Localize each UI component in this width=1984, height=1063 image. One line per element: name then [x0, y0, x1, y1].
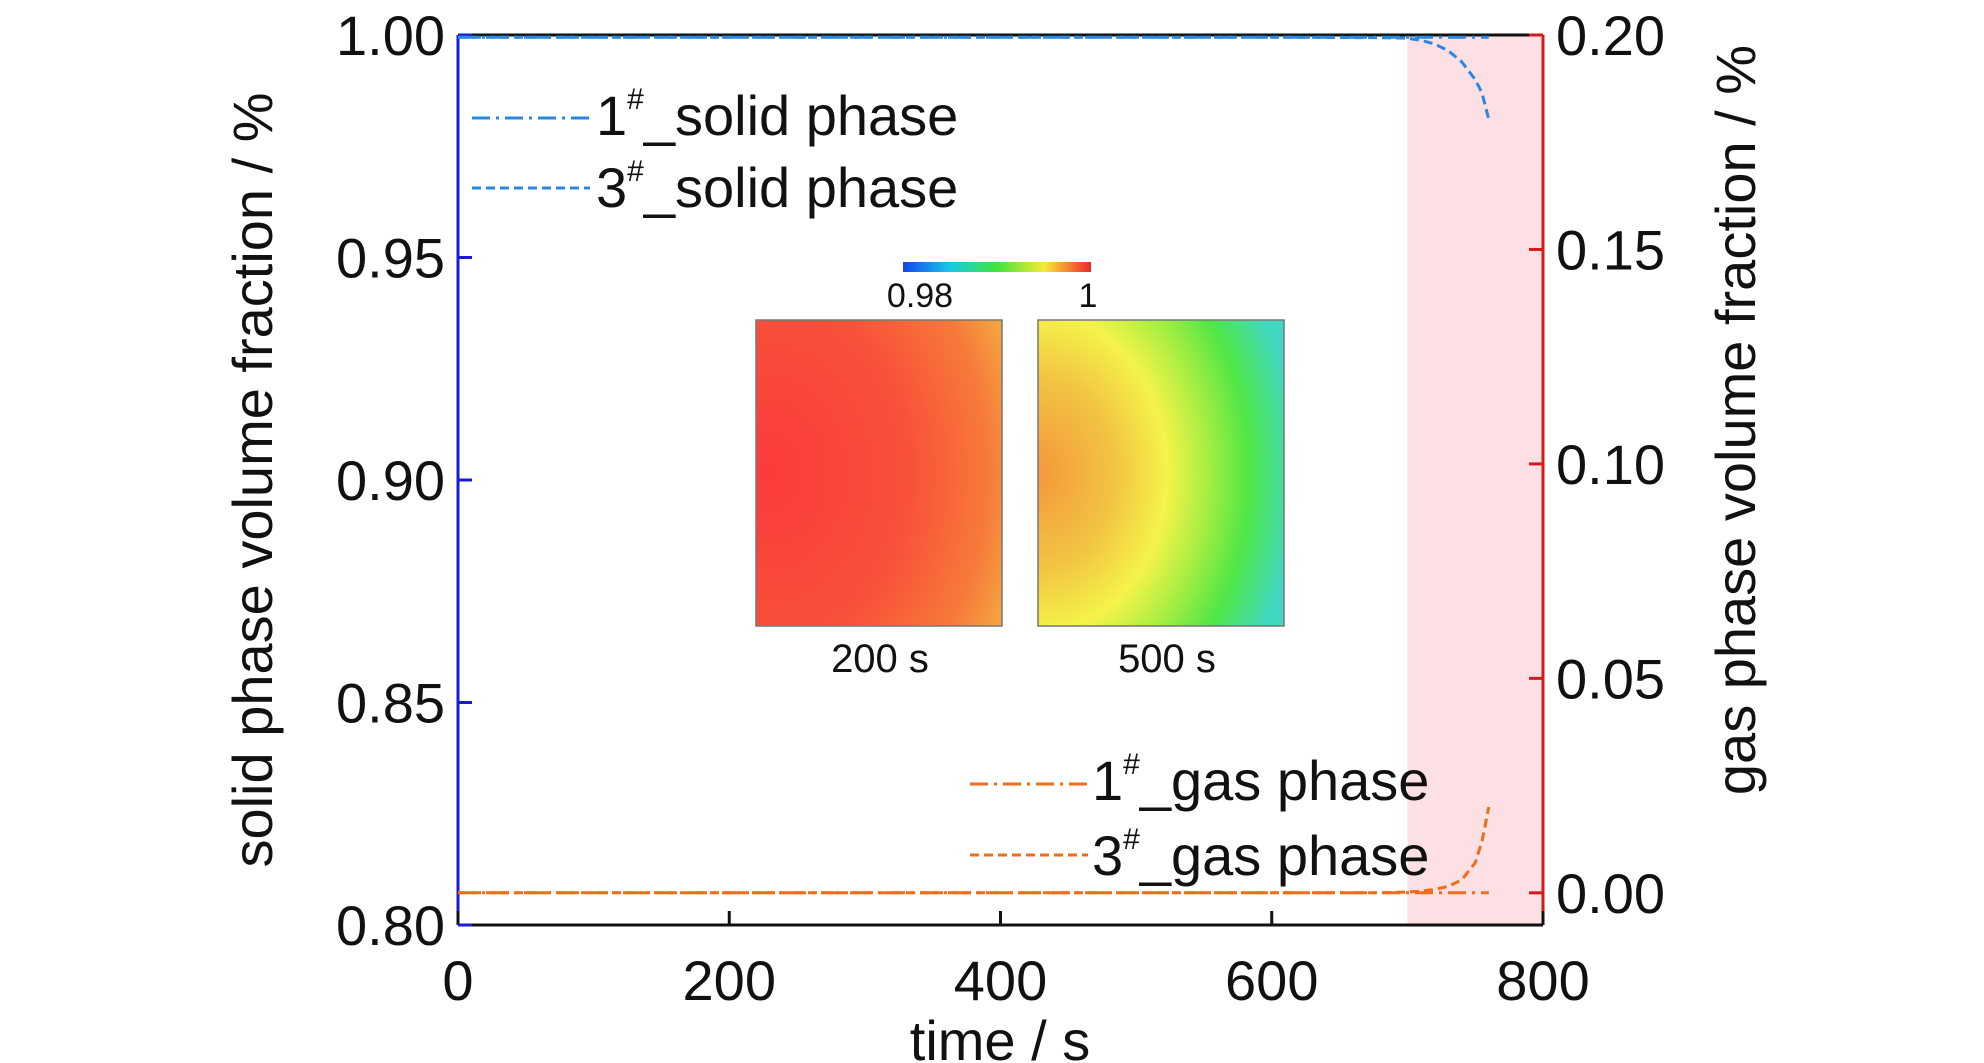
contour-panel-200s-label: 200 s — [831, 637, 929, 681]
right-y-tick-label: 0.00 — [1556, 862, 1665, 925]
left-y-axis-title: solid phase volume fraction / % — [221, 92, 284, 867]
inset: 0.98 1 200 s 500 s — [755, 262, 1285, 681]
left-y-tick-label: 1.00 — [336, 4, 445, 67]
x-tick-label: 800 — [1496, 949, 1589, 1012]
legend-label-3-solid: 3#_solid phase — [596, 155, 958, 219]
highlight-region — [1407, 35, 1543, 925]
x-ticks: 0 200 400 600 800 — [442, 911, 1590, 1012]
right-y-axis-title: gas phase volume fraction / % — [1704, 45, 1767, 795]
left-y-tick-label: 0.80 — [336, 894, 445, 957]
contour-panel-500s-label: 500 s — [1118, 637, 1216, 681]
legend-label-3-gas: 3#_gas phase — [1092, 823, 1429, 887]
left-y-tick-label: 0.90 — [336, 449, 445, 512]
left-y-ticks: 0.80 0.85 0.90 0.95 1.00 — [336, 4, 472, 957]
x-tick-label: 200 — [683, 949, 776, 1012]
right-y-ticks: 0.00 0.05 0.10 0.15 0.20 — [1529, 4, 1665, 925]
colorbar — [903, 262, 1091, 272]
right-y-tick-label: 0.15 — [1556, 218, 1665, 281]
x-tick-label: 600 — [1225, 949, 1318, 1012]
colorbar-min-label: 0.98 — [887, 277, 953, 315]
contour-panel-500s — [1037, 319, 1285, 627]
legend-label-1-solid: 1#_solid phase — [596, 83, 958, 147]
x-axis-title: time / s — [910, 1009, 1090, 1063]
series-line-3 — [458, 806, 1491, 895]
x-tick-label: 0 — [442, 949, 473, 1012]
left-y-tick-label: 0.85 — [336, 672, 445, 735]
colorbar-max-label: 1 — [1079, 277, 1098, 315]
contour-panel-200s — [755, 319, 1003, 627]
series-lines — [458, 35, 1491, 895]
right-y-tick-label: 0.05 — [1556, 647, 1665, 710]
left-y-tick-label: 0.95 — [336, 227, 445, 290]
legend-gas: 1#_gas phase 3#_gas phase — [970, 748, 1429, 887]
right-y-tick-label: 0.20 — [1556, 4, 1665, 67]
legend-solid: 1#_solid phase 3#_solid phase — [472, 83, 958, 219]
right-y-tick-label: 0.10 — [1556, 433, 1665, 496]
legend-label-1-gas: 1#_gas phase — [1092, 748, 1429, 812]
x-tick-label: 400 — [954, 949, 1047, 1012]
